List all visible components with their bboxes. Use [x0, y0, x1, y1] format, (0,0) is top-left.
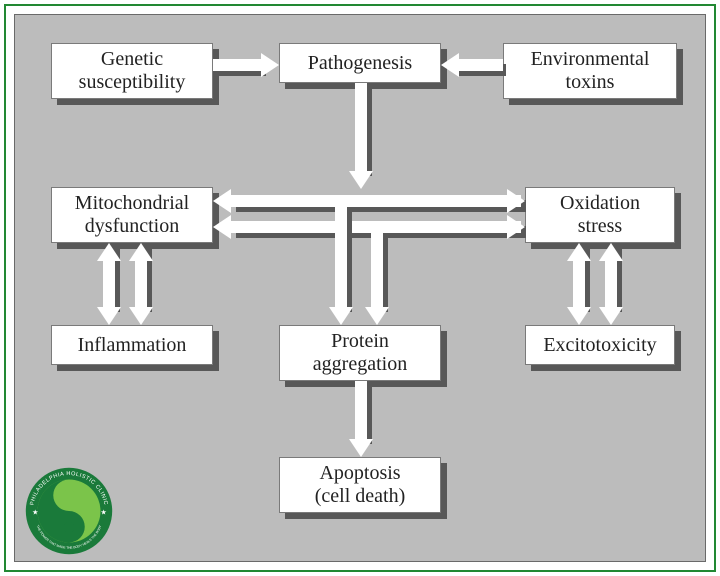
arrow-head [507, 215, 525, 239]
arrow-head [365, 307, 389, 325]
node-oxidation: Oxidationstress [525, 187, 675, 243]
yin-yang-icon: PHILADELPHIA HOLISTIC CLINIC THE POWER T… [24, 466, 114, 556]
node-pathogenesis: Pathogenesis [279, 43, 441, 83]
arrow-bus-protein-right [371, 233, 383, 307]
arrow-envtox-pathogen [459, 59, 503, 71]
arrow-pathogen-down [355, 83, 367, 171]
arrow-head [567, 243, 591, 261]
arrow-head [441, 53, 459, 77]
arrow-head [129, 243, 153, 261]
svg-text:★: ★ [32, 509, 38, 517]
arrow-head [567, 307, 591, 325]
arrow-head [213, 189, 231, 213]
arrow-head [599, 243, 623, 261]
node-label: Inflammation [78, 334, 187, 357]
arrow-excito-oxid-up [605, 261, 617, 307]
arrow-head [129, 307, 153, 325]
arrow-head [507, 189, 525, 213]
node-label: Proteinaggregation [313, 330, 407, 376]
node-label: Geneticsusceptibility [79, 48, 186, 94]
arrow-head [213, 215, 231, 239]
arrow-head [349, 171, 373, 189]
arrow-inflam-mito-up [135, 261, 147, 307]
node-inflammation: Inflammation [51, 325, 213, 365]
node-envtoxins: Environmentaltoxins [503, 43, 677, 99]
node-protein: Proteinaggregation [279, 325, 441, 381]
arrow-head [349, 439, 373, 457]
node-label: Pathogenesis [308, 52, 412, 75]
clinic-logo: PHILADELPHIA HOLISTIC CLINIC THE POWER T… [24, 466, 114, 556]
node-excitotoxicity: Excitotoxicity [525, 325, 675, 365]
arrow-head [599, 307, 623, 325]
diagram-canvas: Geneticsusceptibility Pathogenesis Envir… [14, 14, 706, 562]
arrow-bus-return [231, 221, 521, 233]
arrow-bus-left [231, 195, 521, 207]
arrow-head [97, 307, 121, 325]
arrow-oxid-excito-down [573, 261, 585, 307]
node-label: Mitochondrialdysfunction [75, 192, 189, 238]
arrow-genetic-pathogen [213, 59, 261, 71]
node-label: Excitotoxicity [543, 334, 656, 357]
node-apoptosis: Apoptosis(cell death) [279, 457, 441, 513]
svg-text:★: ★ [101, 509, 107, 517]
arrow-bus-protein-left [335, 207, 347, 307]
node-label: Oxidationstress [560, 192, 640, 238]
arrow-mito-inflam-down [103, 261, 115, 307]
arrow-head [97, 243, 121, 261]
node-genetic: Geneticsusceptibility [51, 43, 213, 99]
arrow-protein-apoptosis [355, 381, 367, 439]
node-mitochondrial: Mitochondrialdysfunction [51, 187, 213, 243]
arrow-head [261, 53, 279, 77]
arrow-head [329, 307, 353, 325]
node-label: Environmentaltoxins [531, 48, 650, 94]
node-label: Apoptosis(cell death) [315, 462, 406, 508]
